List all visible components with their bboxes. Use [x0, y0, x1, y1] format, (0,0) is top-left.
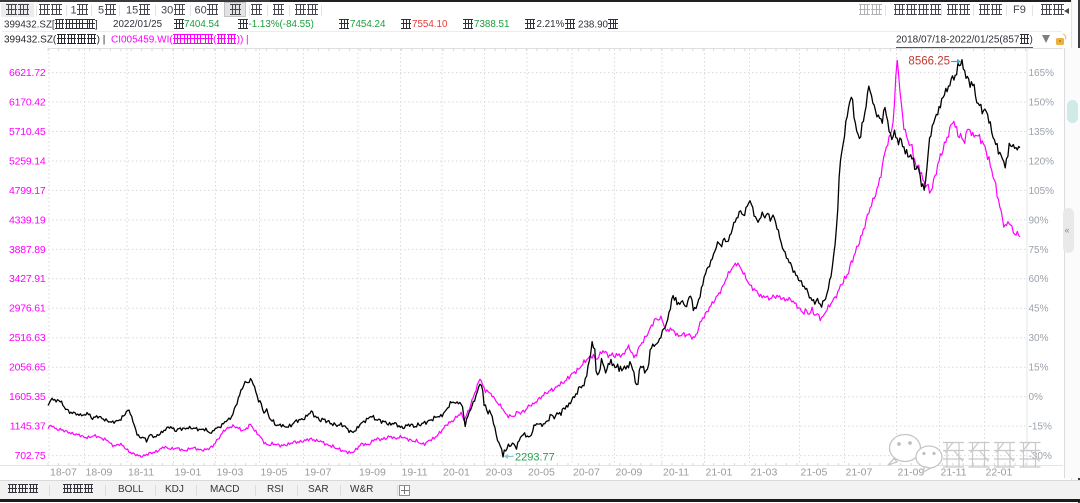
- svg-text:18-07: 18-07: [50, 467, 77, 479]
- svg-text:19-11: 19-11: [402, 467, 428, 479]
- svg-text:19-03: 19-03: [217, 467, 244, 479]
- svg-text:60%: 60%: [1029, 274, 1049, 285]
- svg-text:2976.61: 2976.61: [9, 303, 46, 315]
- svg-text:21-05: 21-05: [801, 467, 828, 479]
- svg-text:-30%: -30%: [1029, 451, 1052, 462]
- svg-text:105%: 105%: [1029, 186, 1055, 197]
- svg-text:45%: 45%: [1029, 304, 1049, 315]
- svg-text:18-09: 18-09: [86, 467, 113, 479]
- svg-text:20-05: 20-05: [528, 467, 555, 479]
- svg-text:90%: 90%: [1029, 215, 1049, 226]
- svg-text:22-01: 22-01: [986, 467, 1013, 479]
- svg-text:75%: 75%: [1029, 245, 1049, 256]
- svg-text:20-09: 20-09: [616, 467, 643, 479]
- svg-text:20-03: 20-03: [486, 467, 513, 479]
- svg-text:2056.65: 2056.65: [9, 362, 46, 374]
- svg-text:-15%: -15%: [1029, 422, 1052, 433]
- svg-text:8566.25: 8566.25: [908, 56, 950, 68]
- svg-text:21-03: 21-03: [751, 467, 778, 479]
- svg-text:6170.42: 6170.42: [9, 97, 46, 109]
- svg-text:4799.17: 4799.17: [9, 185, 46, 197]
- svg-text:15%: 15%: [1029, 363, 1049, 374]
- svg-text:20-07: 20-07: [573, 467, 600, 479]
- svg-text:3427.91: 3427.91: [9, 273, 46, 285]
- svg-text:21-11: 21-11: [941, 467, 967, 479]
- svg-text:21-09: 21-09: [898, 467, 925, 479]
- svg-text:19-07: 19-07: [305, 467, 332, 479]
- svg-text:19-01: 19-01: [175, 467, 202, 479]
- svg-text:2516.63: 2516.63: [9, 332, 46, 344]
- svg-text:150%: 150%: [1029, 98, 1055, 109]
- svg-text:135%: 135%: [1029, 127, 1055, 138]
- svg-text:21-01: 21-01: [706, 467, 733, 479]
- svg-text:19-09: 19-09: [359, 467, 386, 479]
- svg-text:20-01: 20-01: [443, 467, 470, 479]
- svg-text:21-07: 21-07: [846, 467, 873, 479]
- svg-text:4339.19: 4339.19: [9, 214, 46, 226]
- svg-text:5710.45: 5710.45: [9, 126, 46, 138]
- svg-text:2293.77: 2293.77: [515, 452, 555, 464]
- svg-text:3887.89: 3887.89: [9, 244, 46, 256]
- svg-text:6621.72: 6621.72: [9, 67, 46, 79]
- svg-text:1605.35: 1605.35: [9, 391, 46, 403]
- svg-text:120%: 120%: [1029, 156, 1055, 167]
- svg-text:5259.14: 5259.14: [9, 155, 46, 167]
- svg-text:0%: 0%: [1029, 392, 1044, 403]
- svg-text:1145.37: 1145.37: [10, 421, 46, 433]
- svg-text:30%: 30%: [1029, 333, 1049, 344]
- svg-text:20-11: 20-11: [663, 467, 689, 479]
- svg-text:18-11: 18-11: [128, 467, 154, 479]
- svg-text:19-05: 19-05: [261, 467, 288, 479]
- svg-text:165%: 165%: [1029, 68, 1055, 79]
- svg-text:702.75: 702.75: [15, 450, 46, 462]
